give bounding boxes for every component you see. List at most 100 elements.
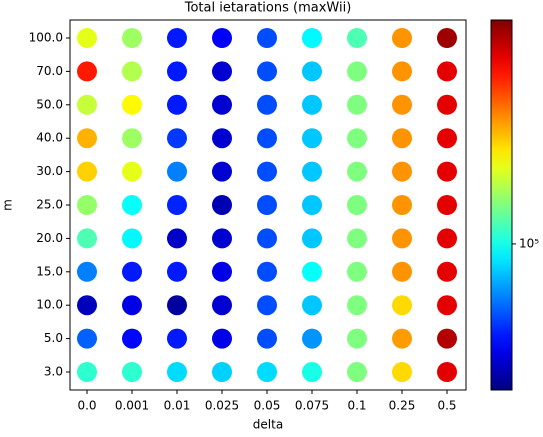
point [437, 94, 457, 115]
point [257, 195, 277, 215]
point [347, 328, 367, 349]
point [167, 328, 187, 349]
point [257, 295, 277, 316]
point [212, 362, 232, 382]
point [257, 161, 277, 182]
point [77, 362, 97, 382]
point [347, 128, 367, 149]
point [302, 362, 322, 382]
point [437, 328, 457, 349]
chart-title: Total ietarations (maxWii) [184, 1, 352, 16]
point [257, 94, 277, 115]
point [77, 28, 97, 48]
point [347, 161, 367, 182]
point [212, 161, 232, 182]
point [302, 228, 322, 249]
y-tick-label: 5.0 [44, 331, 63, 345]
point [212, 295, 232, 316]
point [437, 195, 457, 215]
point [392, 94, 412, 115]
point [392, 362, 412, 382]
y-tick-label: 100.0 [29, 31, 63, 45]
point [437, 295, 457, 316]
point [122, 28, 142, 48]
point [437, 261, 457, 282]
point [122, 328, 142, 349]
x-tick-label: 0.25 [389, 399, 416, 413]
point [167, 228, 187, 249]
point [122, 195, 142, 215]
point [257, 28, 277, 48]
point [122, 261, 142, 282]
point [347, 28, 367, 48]
point [122, 161, 142, 182]
point [302, 61, 322, 82]
point [437, 61, 457, 82]
point [437, 228, 457, 249]
x-axis-label: delta [253, 418, 283, 432]
point [167, 128, 187, 149]
y-tick-label: 30.0 [36, 164, 63, 178]
point [302, 295, 322, 316]
point [302, 28, 322, 48]
x-tick-label: 0.001 [115, 399, 149, 413]
x-tick-label: 0.5 [437, 399, 456, 413]
y-tick-label: 50.0 [36, 97, 63, 111]
point [77, 228, 97, 249]
point [77, 195, 97, 215]
point [392, 195, 412, 215]
point [167, 295, 187, 316]
point [122, 61, 142, 82]
point [212, 94, 232, 115]
point [392, 128, 412, 149]
y-tick-label: 3.0 [44, 365, 63, 379]
x-tick-label: 0.0 [77, 399, 96, 413]
point [302, 128, 322, 149]
point [437, 362, 457, 382]
point [212, 328, 232, 349]
point [392, 295, 412, 316]
point [257, 61, 277, 82]
point [167, 94, 187, 115]
x-tick-label: 0.075 [295, 399, 329, 413]
point [257, 328, 277, 349]
point [212, 61, 232, 82]
point [437, 28, 457, 48]
point [257, 128, 277, 149]
point [167, 195, 187, 215]
point [302, 161, 322, 182]
point [167, 61, 187, 82]
colorbar [490, 19, 513, 391]
y-tick-label: 15.0 [36, 264, 63, 278]
y-tick-label: 40.0 [36, 131, 63, 145]
point [392, 228, 412, 249]
point [347, 295, 367, 316]
point [257, 228, 277, 249]
point [77, 128, 97, 149]
point [392, 161, 412, 182]
point [167, 28, 187, 48]
point [392, 28, 412, 48]
point [122, 295, 142, 316]
x-tick-label: 0.01 [164, 399, 191, 413]
x-tick-label: 0.05 [254, 399, 281, 413]
point [392, 261, 412, 282]
point [257, 261, 277, 282]
y-tick-label: 10.0 [36, 298, 63, 312]
x-tick-label: 0.1 [347, 399, 366, 413]
point [212, 228, 232, 249]
point [77, 295, 97, 316]
point [122, 128, 142, 149]
point [212, 28, 232, 48]
point [302, 261, 322, 282]
point [167, 261, 187, 282]
point [347, 94, 367, 115]
point [437, 128, 457, 149]
point [167, 161, 187, 182]
point [212, 128, 232, 149]
y-tick-label: 70.0 [36, 64, 63, 78]
point [347, 228, 367, 249]
point [347, 362, 367, 382]
y-tick-label: 25.0 [36, 198, 63, 212]
